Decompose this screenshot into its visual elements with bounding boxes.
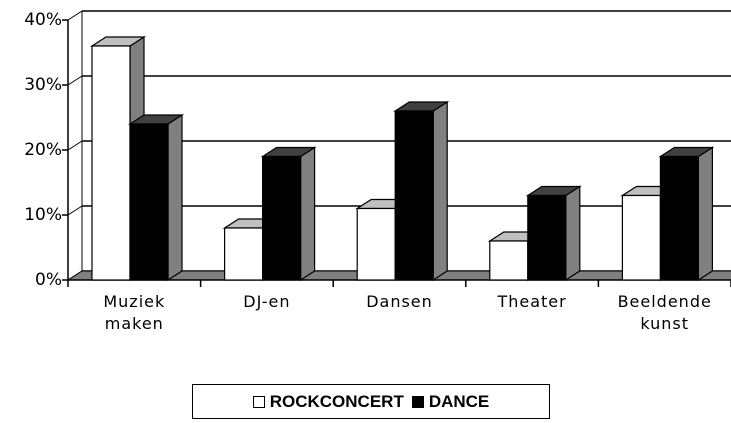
plot: 0% 10% 20% 30% 40% xyxy=(24,10,731,290)
legend-swatch xyxy=(411,395,424,408)
bar-side xyxy=(300,146,316,282)
bar xyxy=(525,185,582,282)
x-tick-label: Muziek maken xyxy=(103,292,166,333)
bar-front xyxy=(621,194,662,281)
x-tick-label: Dansen xyxy=(366,292,433,311)
bar xyxy=(393,100,450,282)
y-tick-label: 10% xyxy=(24,205,62,225)
y-tick-label: 40% xyxy=(24,10,62,30)
legend-label: ROCKCONCERT xyxy=(269,391,404,411)
bar-front xyxy=(356,207,396,281)
bar-front xyxy=(527,194,567,281)
bar-front xyxy=(262,155,302,281)
bar-front xyxy=(91,45,131,281)
grid-line-side xyxy=(67,205,83,216)
bar-side xyxy=(167,113,183,282)
y-tick-label: 30% xyxy=(24,75,62,95)
bar-front xyxy=(489,240,529,281)
bar-front xyxy=(224,227,264,281)
bar xyxy=(658,146,715,282)
grid-line-side xyxy=(67,140,83,151)
bar-side xyxy=(565,185,581,282)
legend-swatch xyxy=(252,395,265,408)
x-tick-label: DJ-en xyxy=(243,292,291,311)
grid-line-side xyxy=(67,10,83,21)
bar-side xyxy=(697,146,714,282)
bar-side xyxy=(432,100,448,282)
bar-front xyxy=(394,110,434,281)
x-tick-label: Beeldende kunst xyxy=(617,292,712,333)
legend-label: DANCE xyxy=(428,391,490,411)
y-tick-label: 0% xyxy=(35,270,62,290)
bar-front xyxy=(129,123,169,281)
legend-item: ROCKCONCERT xyxy=(252,391,404,412)
bar xyxy=(260,146,317,282)
bar xyxy=(127,113,185,282)
x-tick-label: Theater xyxy=(497,292,567,311)
y-tick-label: 20% xyxy=(24,140,62,160)
bar-front xyxy=(659,155,700,281)
legend: ROCKCONCERT DANCE xyxy=(192,384,550,419)
legend-item: DANCE xyxy=(411,391,490,412)
grid-line-side xyxy=(67,75,83,86)
